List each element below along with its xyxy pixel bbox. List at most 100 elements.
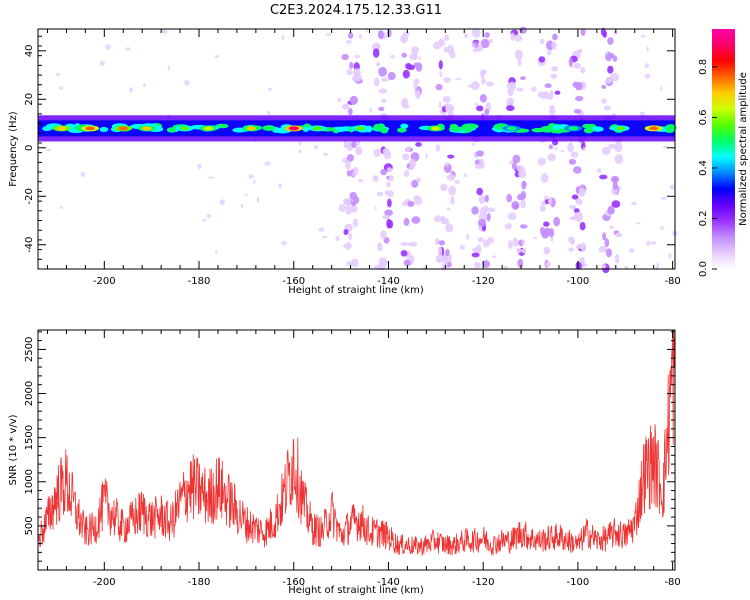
snr-xtick-label: -80 — [664, 577, 680, 588]
heatmap-blob — [80, 171, 85, 178]
heatmap-blob — [607, 205, 615, 215]
heatmap-blob — [369, 107, 373, 114]
heatmap-blob — [507, 239, 513, 249]
heatmap-blob — [298, 149, 302, 154]
heatmap-blob — [387, 71, 396, 81]
heatmap-blob — [207, 176, 214, 179]
colorbar-tick-label: 0.6 — [698, 109, 709, 125]
hot-spot — [56, 126, 67, 131]
colorbar-gradient — [712, 29, 735, 269]
heatmap-blob — [411, 46, 419, 55]
heatmap-blob — [343, 140, 348, 149]
heatmap-blob — [520, 199, 527, 209]
heatmap-blob — [409, 255, 415, 264]
heatmap-blob — [486, 81, 494, 87]
heatmap-blob — [599, 174, 608, 180]
heatmap-blob — [582, 146, 586, 152]
snr-ylabel: SNR (10 * v/v) — [8, 414, 19, 485]
heatmap-blob — [575, 198, 583, 205]
heatmap-blob — [298, 140, 302, 146]
heatmap-blob — [197, 164, 202, 170]
heatmap-blob — [475, 105, 484, 112]
snr-xtick-label: -200 — [93, 577, 116, 588]
heatmap-blob — [520, 76, 526, 81]
heatmap-blob — [454, 179, 460, 184]
heatmap-blob — [538, 56, 546, 63]
colorbar-tick-label: 0.4 — [698, 160, 709, 176]
heatmap-blob — [568, 158, 577, 165]
heatmap-blob — [376, 191, 383, 197]
spectrogram-ytick-label: -20 — [24, 188, 35, 204]
heatmap-blob — [355, 146, 363, 156]
spectrogram-ytick-label: 20 — [24, 93, 35, 106]
hot-spot — [615, 126, 626, 131]
heatmap-blob — [478, 158, 485, 164]
snr-xtick-label: -160 — [282, 577, 305, 588]
heatmap-blob — [125, 47, 131, 51]
band-blob — [582, 123, 593, 129]
heatmap-blob — [650, 241, 657, 245]
heatmap-blob — [639, 111, 645, 116]
heatmap-blob — [512, 237, 519, 247]
heatmap-blob — [605, 248, 612, 258]
heatmap-blob — [338, 203, 347, 213]
heatmap-blob — [480, 69, 487, 75]
spectrogram-frame — [37, 28, 676, 270]
heatmap-blob — [579, 221, 586, 231]
heatmap-blob — [168, 65, 171, 71]
heatmap-blob — [343, 243, 352, 249]
heatmap-blob — [348, 32, 354, 39]
heatmap-blob — [472, 247, 480, 253]
heatmap-blob — [478, 194, 486, 205]
heatmap-blob — [484, 32, 490, 38]
heatmap-blob — [390, 54, 396, 59]
heatmap-blob — [437, 246, 443, 256]
heatmap-blob — [472, 142, 475, 147]
heatmap-blob — [416, 177, 421, 183]
hot-spot — [430, 126, 441, 131]
heatmap-blob — [629, 247, 635, 254]
heatmap-blob — [506, 193, 513, 203]
heatmap-blob — [471, 81, 480, 91]
heatmap-blob — [219, 199, 226, 206]
heatmap-blob — [440, 215, 446, 222]
snr-ytick-label: 1500 — [24, 425, 35, 450]
heatmap-blob — [517, 57, 522, 67]
heatmap-blob — [445, 222, 454, 233]
heatmap-blob — [519, 224, 528, 229]
heatmap-blob — [510, 32, 516, 41]
heatmap-blob — [377, 242, 383, 252]
heatmap-blob — [605, 51, 609, 55]
spectrogram-ytick-label: 0 — [24, 145, 35, 151]
heatmap-blob — [544, 83, 552, 89]
hot-spot — [85, 126, 96, 131]
heatmap-blob — [373, 77, 380, 87]
heatmap-blob — [503, 265, 508, 271]
band-blob — [552, 124, 560, 130]
heatmap-blob — [471, 252, 480, 258]
heatmap-blob — [435, 254, 445, 264]
heatmap-blob — [444, 34, 450, 41]
heatmap-blob — [376, 61, 381, 67]
heatmap-blob — [345, 160, 351, 170]
heatmap-blob — [521, 239, 526, 244]
heatmap-blob — [575, 261, 582, 270]
heatmap-blob — [541, 230, 549, 239]
heatmap-blob — [611, 200, 621, 208]
hot-spot — [312, 126, 323, 131]
heatmap-blob — [409, 53, 418, 61]
heatmap-blob — [266, 110, 271, 115]
heatmap-blob — [403, 217, 410, 226]
heatmap-blob — [516, 247, 522, 254]
heatmap-blob — [161, 28, 168, 34]
heatmap-blob — [281, 240, 287, 246]
heatmap-blob — [636, 222, 641, 225]
heatmap-blob — [601, 264, 607, 269]
heatmap-blob — [517, 258, 524, 268]
heatmap-blob — [475, 150, 484, 157]
hot-spot — [288, 126, 299, 131]
heatmap-blob — [480, 38, 490, 49]
heatmap-blob — [521, 248, 527, 254]
heatmap-blob — [487, 237, 494, 244]
heatmap-blob — [438, 104, 443, 108]
